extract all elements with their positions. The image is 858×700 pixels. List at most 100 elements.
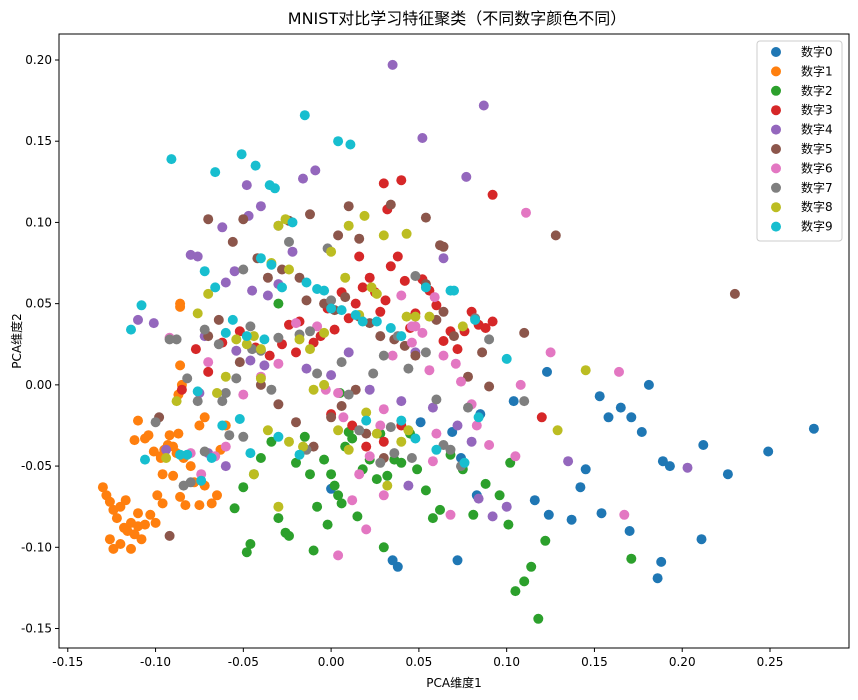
legend-marker	[771, 144, 781, 154]
data-point	[284, 264, 294, 275]
data-point	[175, 360, 186, 371]
data-point	[415, 417, 426, 428]
data-point	[487, 316, 498, 327]
data-point	[238, 389, 249, 400]
data-point	[480, 478, 491, 489]
data-point	[236, 149, 247, 160]
data-point	[308, 545, 319, 556]
data-point	[133, 508, 143, 519]
data-point	[203, 366, 214, 377]
data-point	[234, 357, 245, 368]
legend-label: 数字7	[801, 180, 833, 195]
data-point	[359, 210, 370, 221]
data-point	[301, 295, 312, 306]
data-point	[389, 448, 400, 459]
data-point	[273, 513, 284, 524]
data-point	[336, 305, 347, 316]
data-point	[312, 368, 323, 379]
data-point	[284, 436, 294, 447]
data-point	[424, 311, 435, 322]
data-point	[192, 396, 203, 407]
data-point	[262, 272, 273, 283]
data-point	[463, 402, 473, 413]
legend-marker	[771, 47, 781, 57]
data-point	[435, 504, 445, 515]
data-point	[133, 415, 143, 426]
data-point	[250, 160, 261, 171]
data-point	[217, 396, 228, 407]
data-point	[603, 412, 614, 423]
data-point	[526, 561, 537, 572]
data-point	[157, 469, 168, 480]
data-point	[210, 167, 221, 178]
data-point	[161, 453, 172, 463]
data-point	[375, 331, 386, 342]
data-point	[273, 501, 284, 512]
data-point	[808, 423, 819, 434]
data-point	[594, 391, 605, 402]
data-point	[245, 321, 256, 332]
series-9	[126, 110, 512, 486]
data-point	[212, 490, 222, 501]
data-point	[575, 482, 586, 493]
data-point	[371, 474, 382, 485]
data-point	[333, 230, 344, 241]
data-point	[519, 327, 530, 338]
data-point	[120, 495, 131, 506]
data-point	[380, 295, 391, 306]
data-point	[245, 539, 256, 549]
data-point	[657, 456, 668, 467]
data-point	[176, 384, 187, 395]
data-point	[329, 324, 340, 335]
data-point	[396, 436, 407, 447]
data-point	[354, 233, 365, 244]
data-point	[396, 175, 407, 186]
data-point	[192, 386, 203, 397]
data-point	[273, 431, 284, 442]
y-tick-label: -0.10	[21, 540, 52, 554]
data-point	[378, 404, 389, 415]
data-point	[312, 321, 323, 332]
data-point	[266, 384, 277, 395]
data-point	[185, 461, 196, 472]
data-point	[164, 430, 175, 441]
data-point	[470, 314, 481, 325]
legend-marker	[771, 124, 781, 135]
data-point	[145, 509, 156, 520]
data-point	[305, 209, 315, 220]
data-point	[220, 461, 231, 472]
data-point	[364, 451, 375, 462]
data-point	[459, 457, 470, 468]
data-point	[175, 449, 186, 460]
data-point	[277, 264, 287, 275]
data-point	[248, 469, 259, 480]
data-point	[273, 220, 284, 231]
legend-marker	[771, 202, 781, 213]
data-point	[361, 441, 372, 452]
data-point	[241, 331, 252, 342]
data-point	[378, 230, 389, 241]
data-point	[361, 407, 372, 418]
data-point	[287, 217, 298, 228]
data-point	[403, 480, 414, 491]
data-point	[626, 412, 637, 423]
data-point	[255, 253, 266, 264]
data-point	[698, 440, 709, 450]
data-point	[273, 332, 284, 343]
data-point	[196, 475, 207, 486]
legend-marker	[771, 163, 781, 174]
data-point	[452, 420, 463, 431]
data-point	[220, 441, 231, 452]
data-point	[115, 539, 126, 549]
data-point	[636, 427, 647, 437]
data-point	[234, 326, 245, 337]
data-point	[319, 454, 330, 465]
data-point	[262, 425, 273, 436]
data-point	[450, 358, 461, 369]
data-point	[461, 171, 472, 182]
data-point	[241, 339, 252, 350]
data-point	[173, 428, 184, 439]
data-point	[140, 519, 150, 530]
data-point	[396, 331, 407, 342]
series-0	[326, 366, 819, 584]
